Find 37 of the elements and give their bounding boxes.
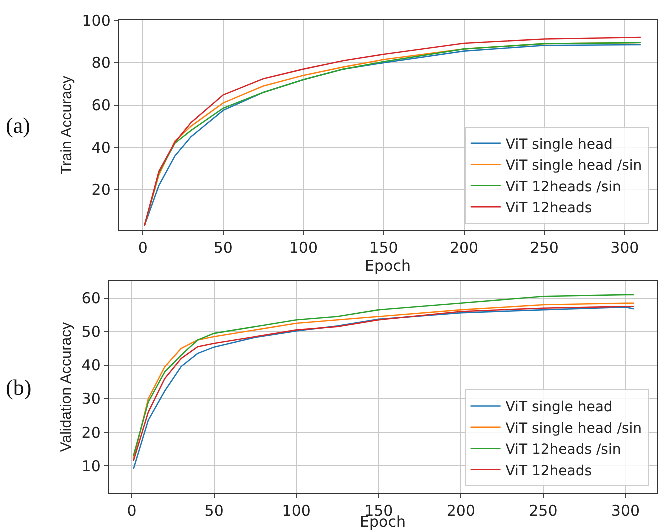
y-tick-label: 10 [82, 457, 101, 476]
y-axis-title: Validation Accuracy [58, 322, 76, 452]
x-tick-label: 200 [450, 239, 479, 258]
legend-label: ViT single head [506, 400, 613, 416]
y-axis-title: Train Accuracy [58, 76, 76, 175]
y-tick-label: 60 [92, 96, 111, 115]
y-tick-label: 30 [82, 390, 101, 408]
x-tick-label: 150 [370, 239, 398, 258]
x-tick-label: 50 [204, 502, 224, 520]
x-tick-label: 0 [138, 239, 148, 258]
x-tick-label: 300 [610, 239, 640, 258]
y-tick-label: 100 [82, 12, 111, 30]
legend-label: ViT 12heads /sin [506, 179, 622, 196]
x-tick-label: 250 [530, 239, 559, 258]
legend-label: ViT 12heads [506, 200, 592, 217]
text: (b) [6, 375, 32, 400]
x-tick-label: 250 [529, 502, 558, 520]
x-tick-label: 100 [289, 239, 318, 258]
y-tick-label: 20 [82, 424, 101, 442]
y-tick-label: 40 [82, 356, 101, 375]
x-tick-label: 0 [127, 502, 137, 520]
legend-label: ViT single head [506, 136, 613, 153]
x-tick-label: 50 [214, 239, 233, 258]
legend-label: ViT 12heads /sin [506, 442, 622, 458]
x-tick-label: 300 [611, 502, 640, 520]
y-tick-label: 20 [92, 181, 111, 200]
y-tick-label: 50 [82, 323, 101, 342]
y-tick-label: 40 [92, 138, 111, 157]
legend-label: ViT single head /sin [506, 158, 642, 174]
x-tick-label: 100 [282, 502, 311, 520]
y-tick-label: 60 [82, 290, 101, 308]
x-axis-title: Epoch [365, 257, 411, 276]
x-tick-label: 200 [446, 502, 476, 520]
text: (a) [6, 113, 30, 138]
legend-label: ViT 12heads [506, 463, 592, 480]
y-tick-label: 80 [92, 54, 111, 72]
legend-label: ViT single head /sin [506, 420, 642, 437]
